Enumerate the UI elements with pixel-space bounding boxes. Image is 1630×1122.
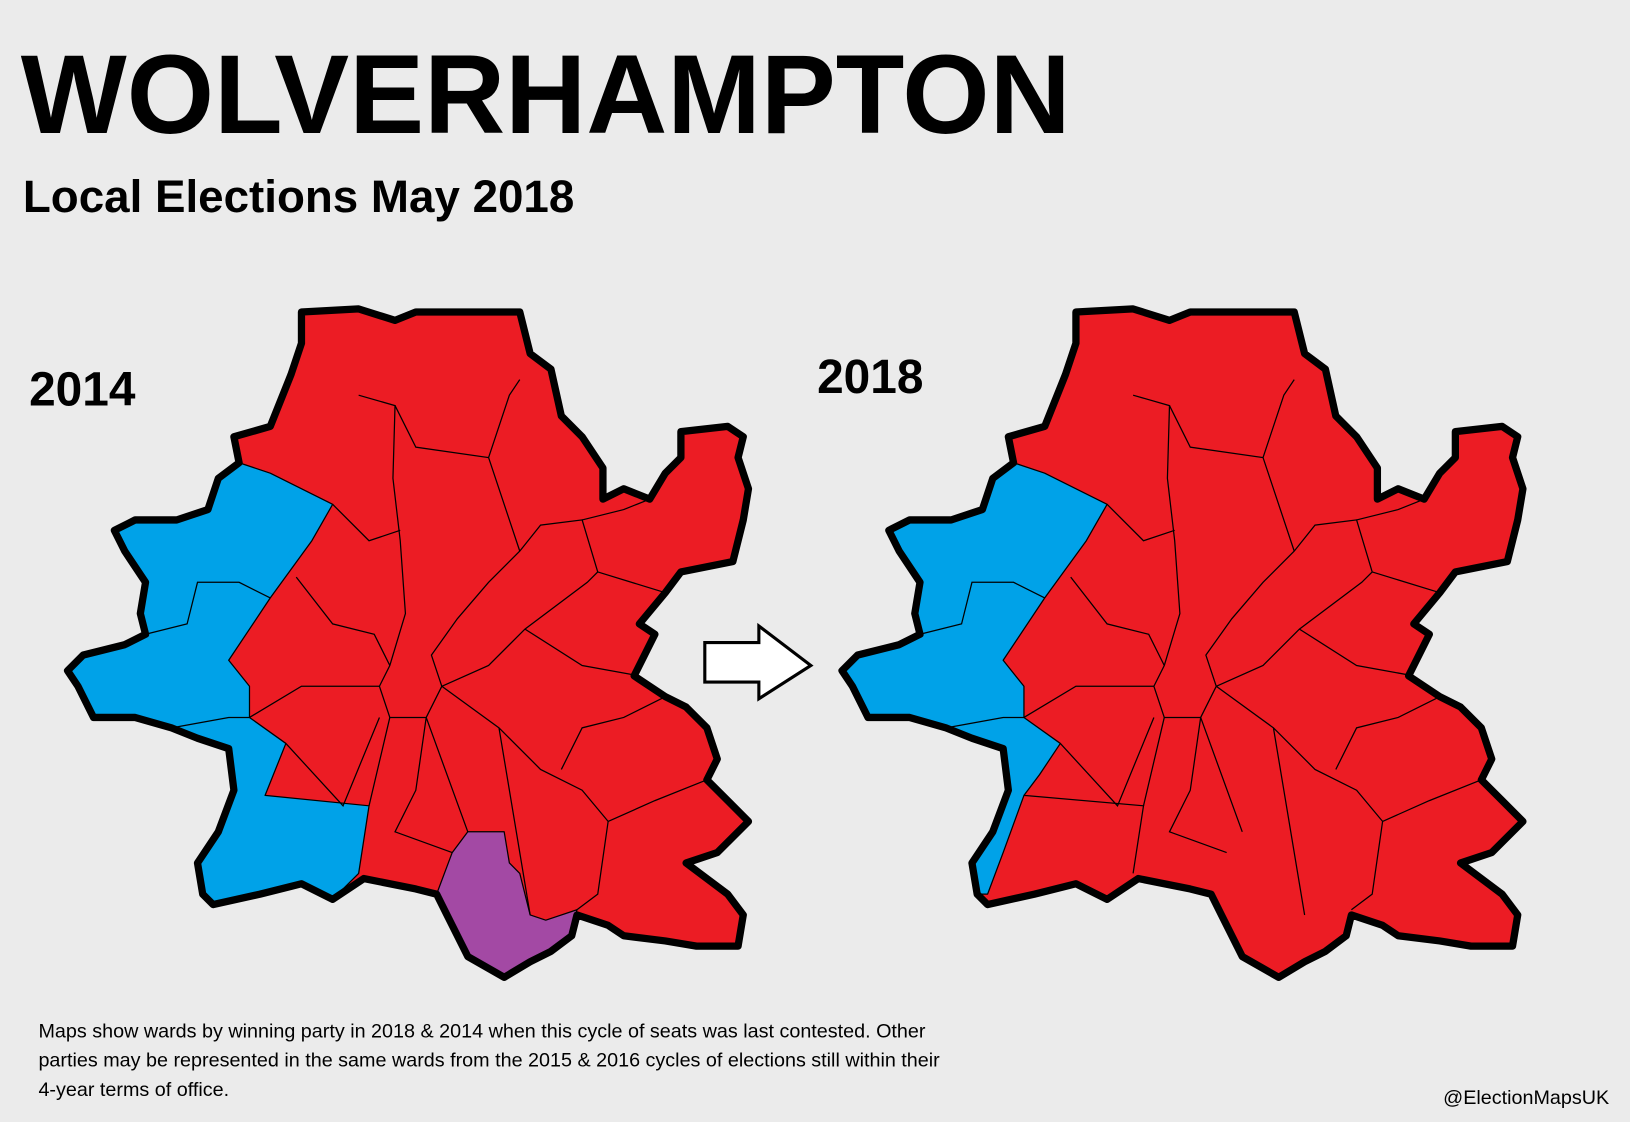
title: WOLVERHAMPTON	[21, 31, 1071, 157]
credit: @ElectionMapsUK	[1443, 1087, 1609, 1109]
footnote: Maps show wards by winning party in 2018…	[38, 1021, 925, 1043]
arrow	[703, 622, 814, 702]
map-2014	[68, 309, 749, 977]
footnote: 4-year terms of office.	[38, 1079, 229, 1101]
map-label: 2014	[29, 364, 136, 417]
map-2018	[842, 309, 1523, 977]
footnote: parties may be represented in the same w…	[38, 1050, 940, 1072]
subtitle: Local Elections May 2018	[23, 171, 574, 222]
map-label: 2018	[817, 351, 923, 404]
